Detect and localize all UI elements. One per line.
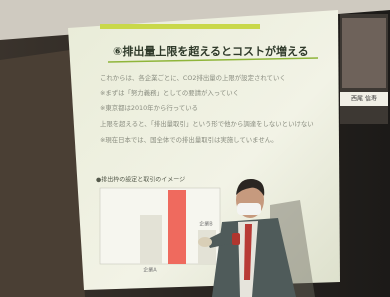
figure-label: 企業B <box>199 221 213 228</box>
figure-title: ●排出枠の設定と取引のイメージ <box>96 176 185 184</box>
figure-block <box>140 215 162 264</box>
body-line: ※現在日本では、国全体での排出量取引は実施していません。 <box>100 135 278 144</box>
speaker-video <box>342 18 386 88</box>
person-mask <box>237 203 261 215</box>
body-line: 上限を超えると、「排出量取引」という形で他から調達をしないといけない <box>100 119 314 128</box>
body-line: ※東京都は2010年から行っている <box>100 103 198 112</box>
body-line: これからは、各企業ごとに、CO2排出量の上限が設定されていく <box>100 73 286 82</box>
figure-label: 企業A <box>143 267 157 274</box>
slide-title: ⑥排出量上限を超えるとコストが増える <box>113 44 309 58</box>
photo: ⑥排出量上限を超えるとコストが増える これからは、各企業ごとに、CO2排出量の上… <box>0 0 390 297</box>
microphone <box>232 233 240 245</box>
page: ⑥排出量上限を超えるとコストが増える これからは、各企業ごとに、CO2排出量の上… <box>0 0 390 297</box>
body-line: ※まずは「努力義務」としての要請が入っていく <box>100 88 239 97</box>
slide-top-bar <box>100 24 260 29</box>
figure-red-bar <box>168 190 186 264</box>
person-hand <box>198 237 212 247</box>
speaker-name: 西尾 信寿 <box>351 95 377 103</box>
